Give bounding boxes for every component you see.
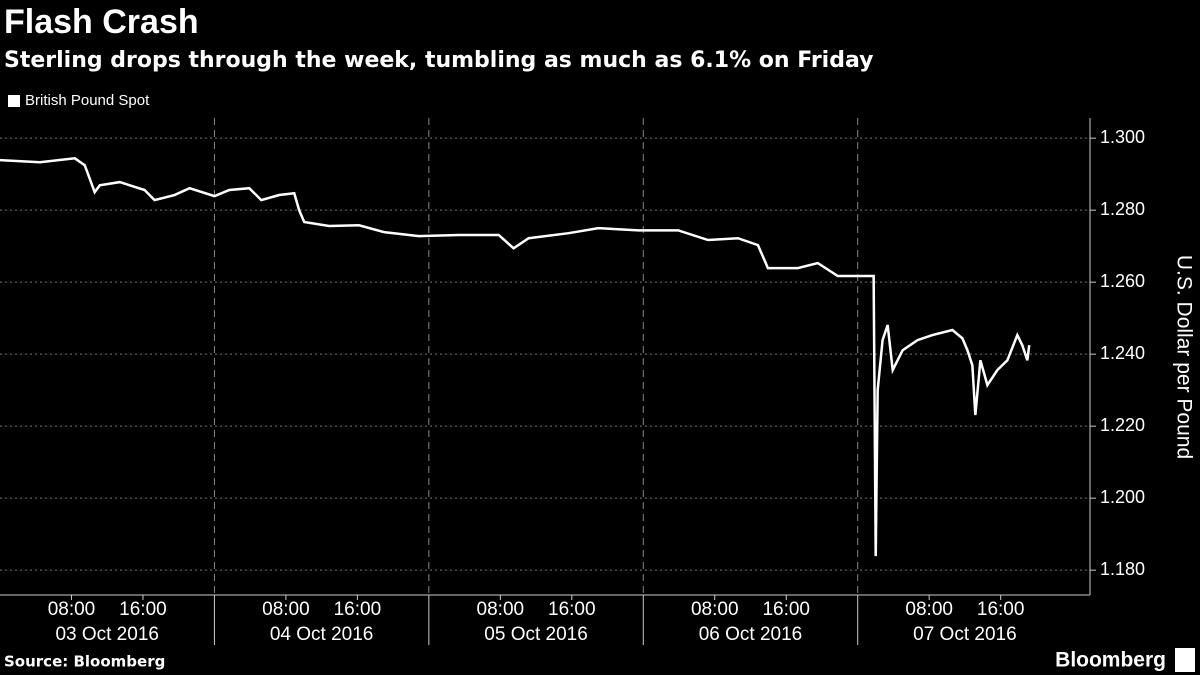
- series-line: [0, 157, 1031, 557]
- x-tick-label: 16:00: [548, 599, 596, 620]
- x-day-label: 03 Oct 2016: [55, 624, 159, 645]
- x-day-label: 06 Oct 2016: [699, 624, 803, 645]
- chart-subtitle: Sterling drops through the week, tumblin…: [4, 48, 873, 73]
- brand-icon: [1175, 648, 1195, 672]
- x-tick-label: 08:00: [477, 599, 525, 620]
- brand: Bloomberg: [1055, 649, 1166, 672]
- y-tick-label: 1.220: [1100, 415, 1145, 435]
- x-tick-label: 16:00: [977, 599, 1025, 620]
- y-tick-label: 1.300: [1100, 127, 1145, 147]
- y-tick-label: 1.200: [1100, 487, 1145, 507]
- x-tick-label: 08:00: [691, 599, 739, 620]
- x-tick-label: 08:00: [262, 599, 310, 620]
- y-tick-label: 1.240: [1100, 343, 1145, 363]
- source: Source: Bloomberg: [4, 653, 165, 671]
- x-tick-label: 08:00: [48, 599, 96, 620]
- y-tick-label: 1.260: [1100, 271, 1145, 291]
- y-axis-title: U.S. Dollar per Pound: [1172, 255, 1195, 459]
- legend-label: British Pound Spot: [25, 92, 150, 109]
- y-tick-label: 1.180: [1100, 559, 1145, 579]
- x-day-label: 05 Oct 2016: [484, 624, 588, 645]
- x-tick-label: 16:00: [334, 599, 382, 620]
- x-day-label: 07 Oct 2016: [913, 624, 1017, 645]
- chart-title: Flash Crash: [4, 3, 199, 41]
- legend-swatch: [8, 95, 20, 107]
- y-tick-label: 1.280: [1100, 199, 1145, 219]
- x-day-label: 04 Oct 2016: [270, 624, 374, 645]
- x-tick-label: 16:00: [762, 599, 810, 620]
- x-tick-label: 08:00: [905, 599, 953, 620]
- x-tick-label: 16:00: [119, 599, 167, 620]
